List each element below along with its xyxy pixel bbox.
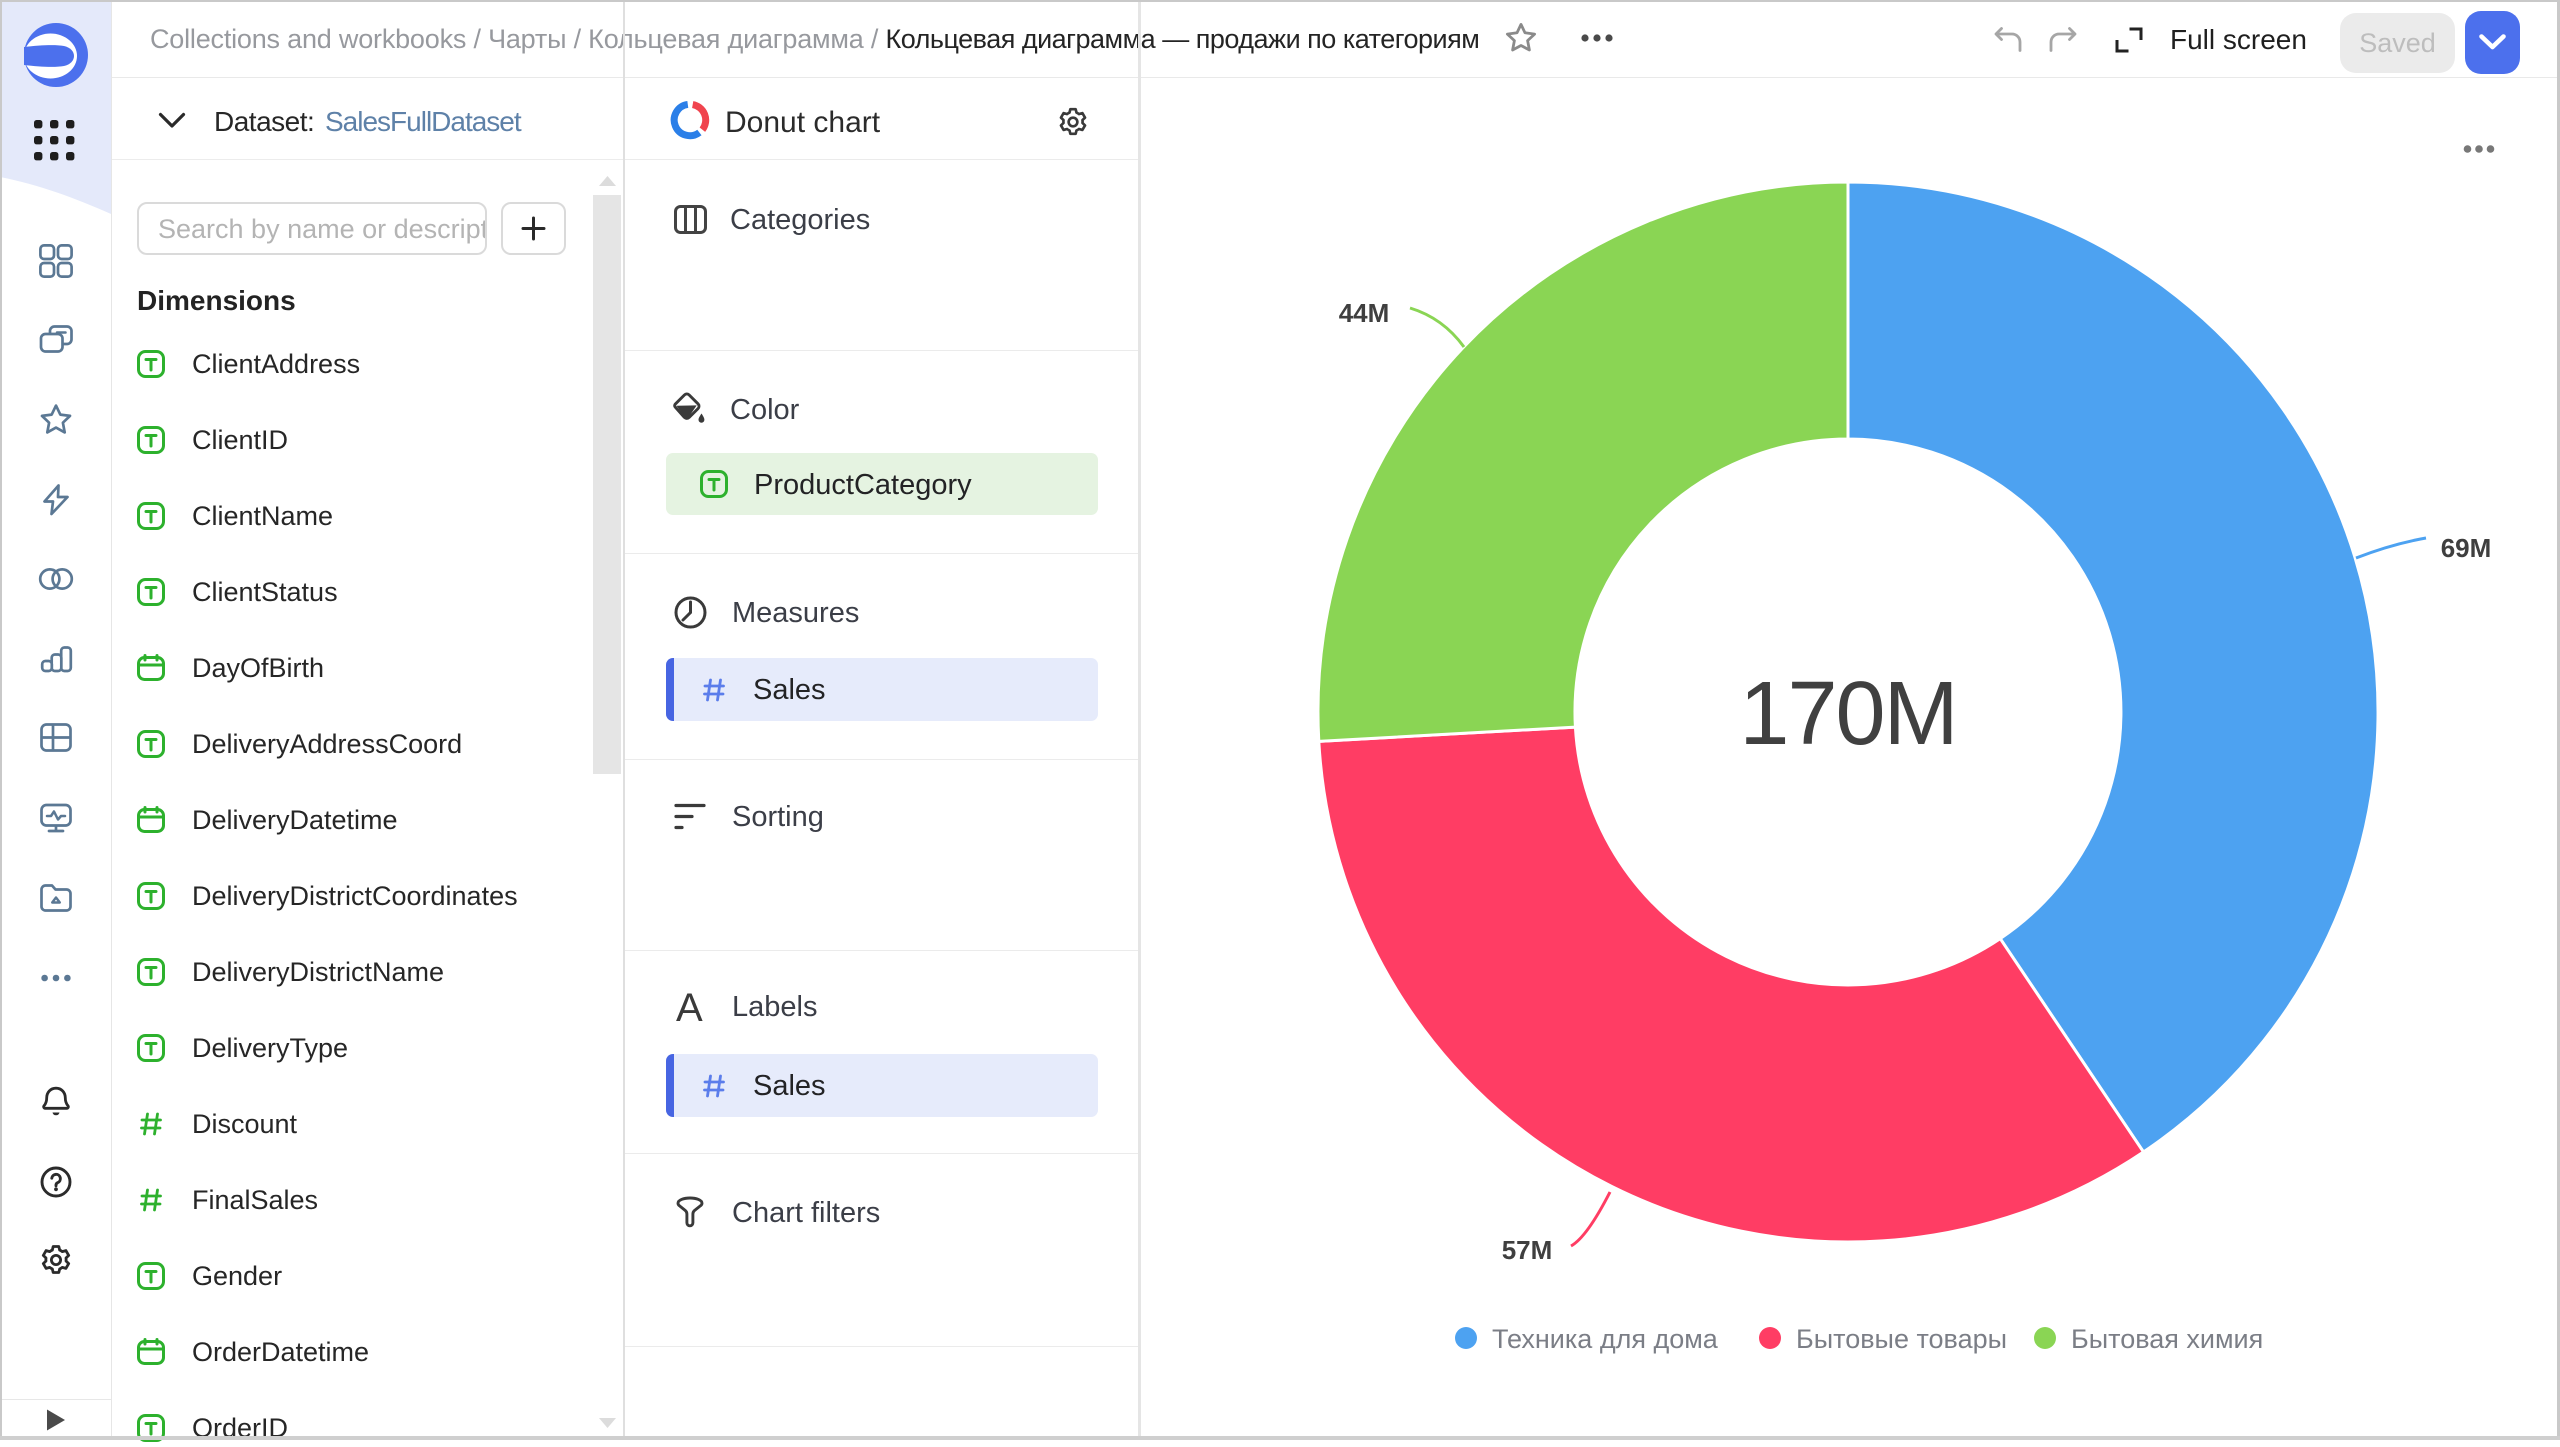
svg-text:Техника для дома: Техника для дома xyxy=(1492,1324,1719,1354)
svg-text:Бытовые товары: Бытовые товары xyxy=(1796,1324,2007,1354)
svg-text:69M: 69M xyxy=(2441,533,2492,563)
svg-text:Бытовая химия: Бытовая химия xyxy=(2071,1324,2263,1354)
svg-text:57M: 57M xyxy=(1502,1235,1553,1265)
svg-text:44M: 44M xyxy=(1339,298,1390,328)
svg-text:170M: 170M xyxy=(1739,664,1956,764)
